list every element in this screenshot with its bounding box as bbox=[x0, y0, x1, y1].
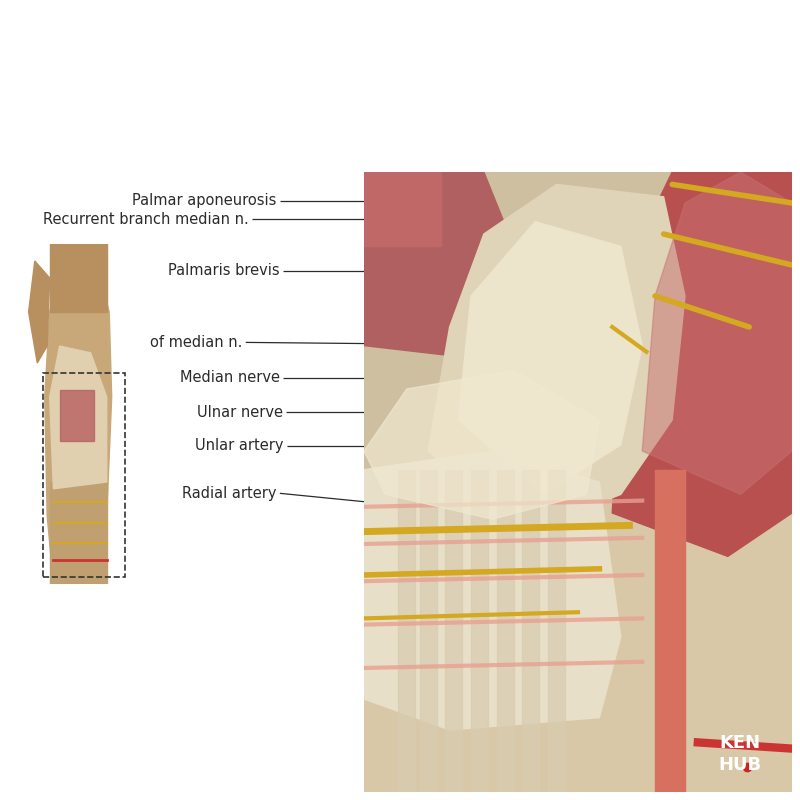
Polygon shape bbox=[364, 370, 599, 519]
Bar bbox=[364, 470, 792, 792]
Text: Recurrent branch median n.: Recurrent branch median n. bbox=[43, 212, 249, 226]
Polygon shape bbox=[364, 172, 514, 358]
Polygon shape bbox=[62, 244, 77, 312]
Bar bbox=[420, 470, 437, 792]
Polygon shape bbox=[458, 222, 642, 494]
Text: Radial artery: Radial artery bbox=[182, 486, 277, 501]
Bar bbox=[548, 470, 565, 792]
Polygon shape bbox=[50, 244, 65, 312]
Bar bbox=[50, 482, 106, 584]
Bar bbox=[398, 470, 415, 792]
Text: Unlar artery: Unlar artery bbox=[195, 438, 283, 454]
Polygon shape bbox=[77, 244, 92, 312]
Bar bbox=[59, 390, 94, 442]
Text: Median nerve: Median nerve bbox=[180, 370, 280, 385]
Bar bbox=[655, 470, 685, 792]
Text: KEN
HUB: KEN HUB bbox=[718, 734, 762, 774]
Text: Ulnar nerve: Ulnar nerve bbox=[197, 405, 283, 419]
Polygon shape bbox=[642, 172, 792, 494]
Polygon shape bbox=[50, 346, 106, 489]
Polygon shape bbox=[428, 184, 685, 532]
Text: © www.kenhub.com: © www.kenhub.com bbox=[389, 699, 487, 709]
Text: Palmar branch of median n.: Palmar branch of median n. bbox=[39, 335, 242, 350]
Text: Palmaris brevis: Palmaris brevis bbox=[168, 263, 280, 278]
Bar bbox=[497, 470, 514, 792]
Polygon shape bbox=[29, 261, 50, 363]
Bar bbox=[43, 373, 126, 578]
Polygon shape bbox=[612, 172, 792, 557]
Polygon shape bbox=[45, 244, 112, 584]
Text: Palmar aponeurosis: Palmar aponeurosis bbox=[132, 194, 277, 208]
Polygon shape bbox=[92, 244, 106, 312]
Polygon shape bbox=[364, 451, 621, 730]
Bar bbox=[364, 172, 441, 246]
Bar bbox=[446, 470, 462, 792]
Bar bbox=[522, 470, 539, 792]
Bar bbox=[471, 470, 488, 792]
